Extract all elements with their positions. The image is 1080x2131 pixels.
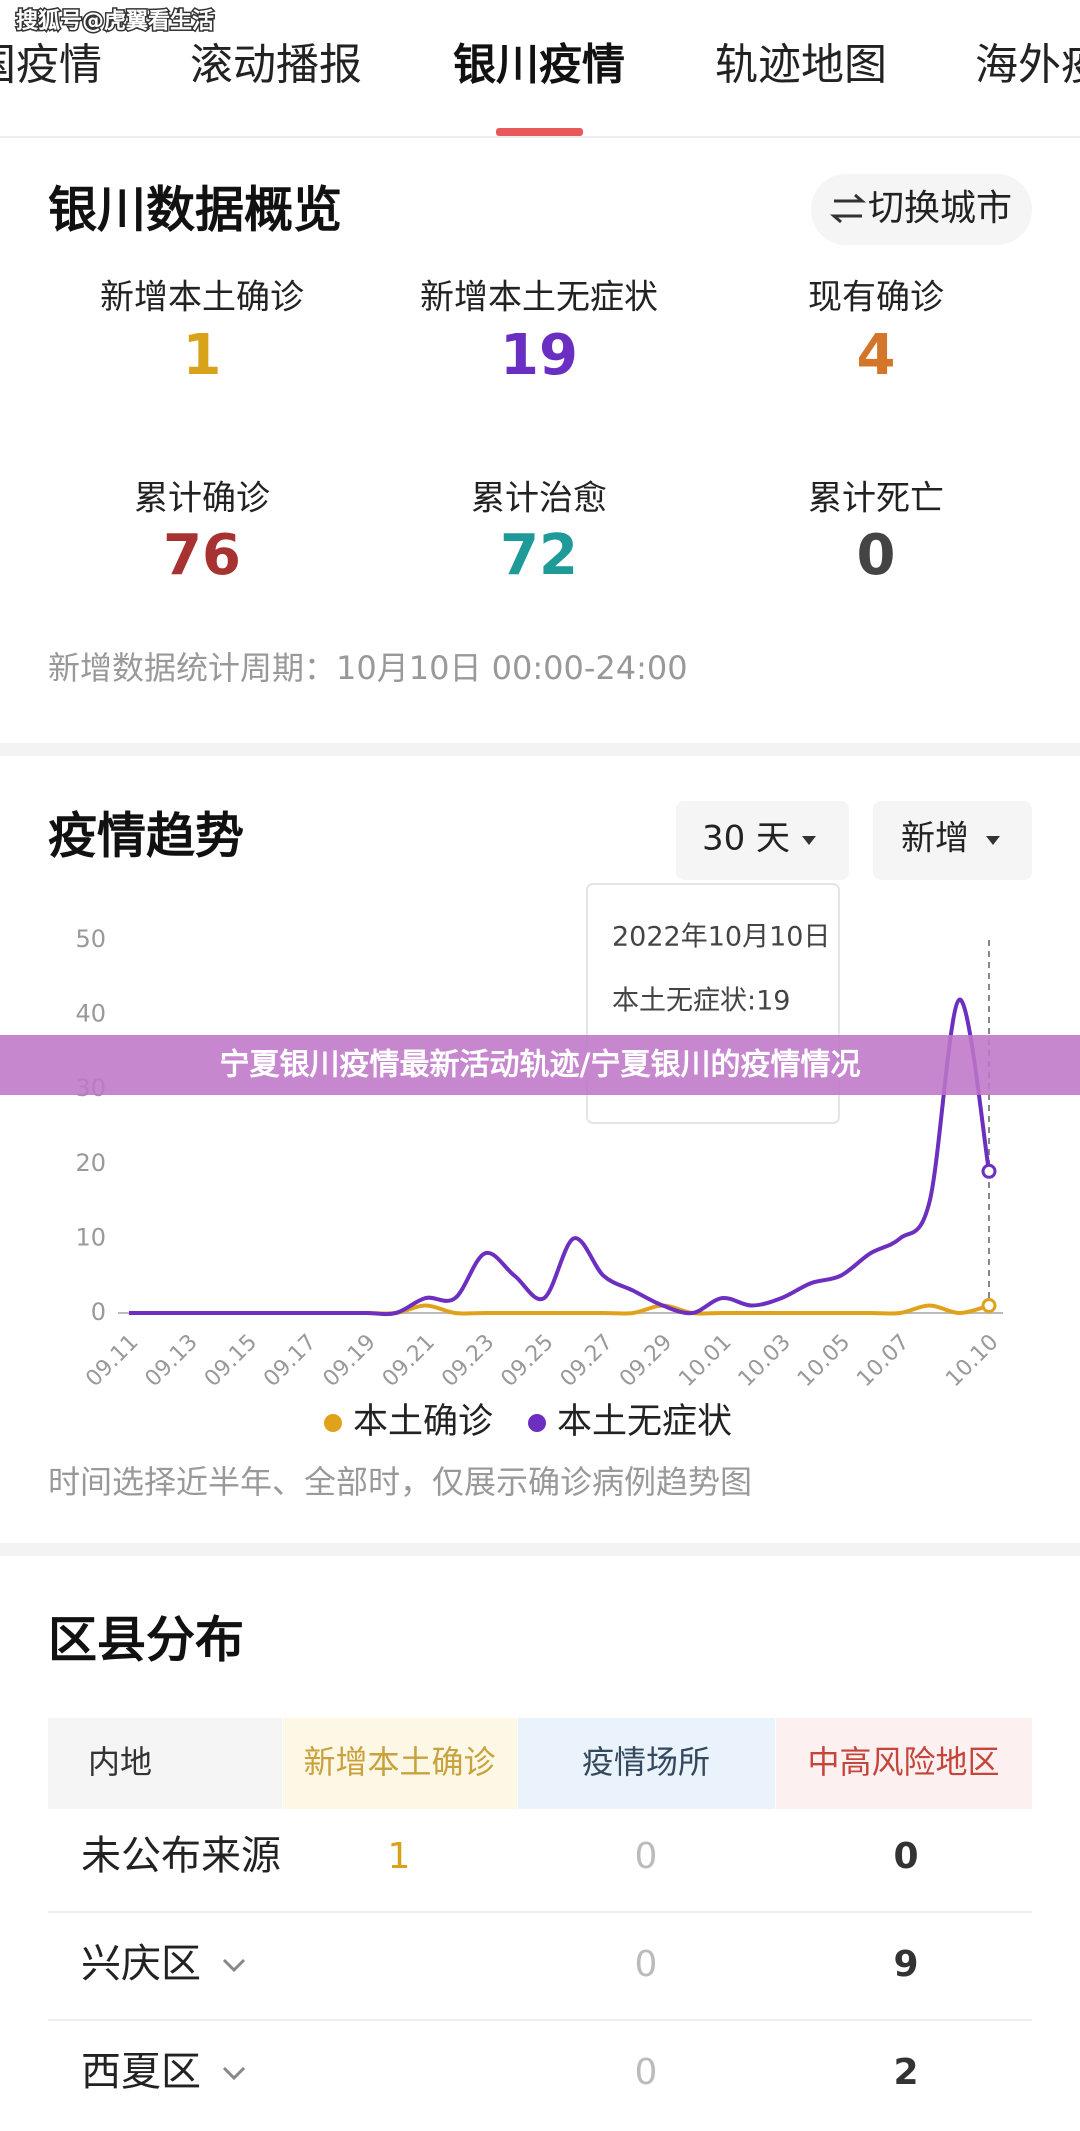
dropdown-label: 30 天 [702,819,790,859]
table-header: 中高风险地区 [807,1743,999,1781]
table-header-cell [776,1718,1032,1809]
table-cell: 1 [388,1836,411,1877]
stat-label: 累计治愈 [471,479,607,519]
legend-label: 本土确诊 [353,1402,493,1442]
tooltip-title: 2022年10月10日 [612,922,830,953]
district-name: 未公布来源 [81,1833,281,1879]
banner [0,1035,1080,1095]
table-cell: 0 [635,1944,658,1985]
y-tick-label: 50 [75,925,106,953]
y-tick-label: 20 [75,1149,106,1177]
tooltip-text: 本土无症状:19 [612,986,790,1017]
stat-value: 72 [500,523,578,588]
stat-value: 4 [857,323,896,388]
section-gap [0,743,1080,756]
watermark: 搜狐号@虎翼看生活 [16,8,214,34]
series-line [129,997,991,1317]
button-label: 切换城市 [868,188,1012,229]
table-header: 新增本土确诊 [303,1743,495,1781]
table-header: 内地 [88,1743,152,1781]
table-cell: 0 [635,1836,658,1877]
table-header: 疫情场所 [582,1743,710,1781]
tab: 银川疫情 [453,41,625,91]
section-title: 疫情趋势 [48,808,244,865]
switch-city-button[interactable] [811,174,1032,245]
point [981,1298,997,1314]
y-tick-label: 40 [75,1000,106,1028]
table-cell: 2 [893,2052,918,2093]
swap-icon [829,193,867,224]
legend-label: 本土无症状 [557,1402,732,1442]
section-title: 区县分布 [48,1612,244,1669]
stat-label: 现有确诊 [808,278,944,318]
tab: 滚动播报 [190,41,362,91]
stat-label: 累计死亡 [808,479,944,519]
expand-chevron [222,2066,246,2081]
tab: 轨迹地图 [715,41,887,91]
stat-value: 0 [857,523,896,588]
point [981,1163,997,1179]
table-header-cell [518,1718,775,1809]
stat-value: 19 [500,323,578,388]
expand-chevron [222,1958,246,1973]
range-dropdown[interactable] [676,801,849,880]
stat-note: 新增数据统计周期：10月10日 00:00-24:00 [48,649,688,687]
tab: 海外疫情 [975,41,1080,91]
trend-note: 时间选择近半年、全部时，仅展示确诊病例趋势图 [48,1463,752,1501]
table-header-cell [283,1718,517,1809]
dropdown-label: 新增 [901,819,969,859]
stat-value: 1 [183,323,222,388]
district-name: 兴庆区 [81,1941,201,1987]
y-tick-label: 10 [75,1223,106,1251]
metric-dropdown[interactable] [873,801,1032,880]
section-gap [0,1543,1080,1556]
stat-label: 新增本土确诊 [100,278,304,318]
tab-divider [0,136,1080,138]
stat-label: 新增本土无症状 [420,278,658,318]
legend-marker [528,1414,546,1432]
district-name: 西夏区 [81,2049,201,2095]
legend-marker [324,1414,342,1432]
table-cell: 0 [893,1836,918,1877]
banner-text: 宁夏银川疫情最新活动轨迹/宁夏银川的疫情情况 [220,1048,861,1083]
table-cell: 0 [635,2052,658,2093]
y-tick-label: 0 [91,1298,106,1326]
tab-indicator [496,128,583,136]
stat-value: 76 [163,523,241,588]
section-title: 银川数据概览 [48,182,342,239]
table-header-cell [48,1718,282,1809]
tab: 全国疫情 [0,41,102,91]
table-cell: 9 [893,1944,918,1985]
stat-label: 累计确诊 [134,479,270,519]
